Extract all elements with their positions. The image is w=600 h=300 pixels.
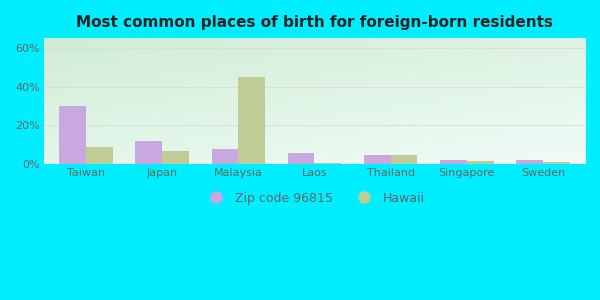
Bar — [212, 149, 238, 164]
Legend: Zip code 96815, Hawaii: Zip code 96815, Hawaii — [197, 185, 431, 211]
Bar — [364, 154, 391, 164]
Bar — [314, 163, 341, 164]
Bar — [162, 151, 189, 164]
Bar — [440, 160, 467, 164]
Bar — [543, 162, 570, 164]
Bar — [86, 147, 113, 164]
Title: Most common places of birth for foreign-born residents: Most common places of birth for foreign-… — [76, 15, 553, 30]
Bar — [288, 153, 314, 164]
Bar — [238, 77, 265, 164]
Bar — [517, 160, 543, 164]
Bar — [467, 161, 494, 164]
Bar — [136, 141, 162, 164]
Bar — [391, 155, 418, 164]
Bar — [59, 106, 86, 164]
